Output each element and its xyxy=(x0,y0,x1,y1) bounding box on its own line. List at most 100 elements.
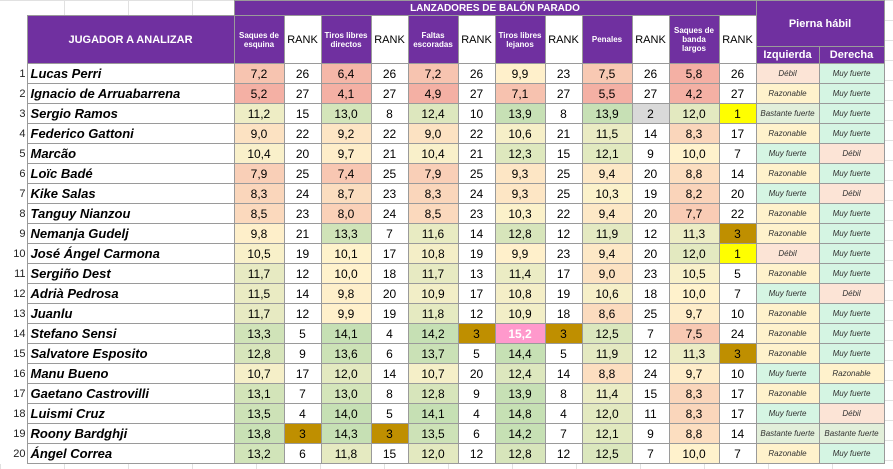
player-name[interactable]: Federico Gattoni xyxy=(26,123,235,144)
stat-rank[interactable]: 26 xyxy=(370,63,409,84)
stat-value[interactable]: 10,7 xyxy=(407,363,459,384)
right-foot-rating[interactable]: Débil xyxy=(818,403,885,424)
stat-rank[interactable]: 14 xyxy=(457,223,496,244)
stat-value[interactable]: 6,4 xyxy=(320,63,372,84)
stat-rank[interactable]: 26 xyxy=(457,63,496,84)
left-foot-rating[interactable]: Muy fuerte xyxy=(755,363,820,384)
stat-value[interactable]: 11,5 xyxy=(581,123,633,144)
stat-rank[interactable]: 22 xyxy=(718,203,757,224)
stat-value[interactable]: 11,5 xyxy=(233,283,285,304)
stat-rank[interactable]: 7 xyxy=(370,223,409,244)
stat-rank[interactable]: 25 xyxy=(283,163,322,184)
stat-value[interactable]: 12,8 xyxy=(407,383,459,404)
player-name[interactable]: Salvatore Esposito xyxy=(26,343,235,364)
stat-rank[interactable]: 19 xyxy=(370,303,409,324)
stat-rank[interactable]: 12 xyxy=(631,343,670,364)
stat-value[interactable]: 7,5 xyxy=(581,63,633,84)
stat-rank[interactable]: 24 xyxy=(457,183,496,204)
stat-rank[interactable]: 24 xyxy=(283,183,322,204)
stat-rank[interactable]: 5 xyxy=(718,263,757,284)
stat-rank[interactable]: 23 xyxy=(457,203,496,224)
stat-rank[interactable]: 14 xyxy=(283,283,322,304)
stat-rank[interactable]: 1 xyxy=(718,103,757,124)
left-foot-rating[interactable]: Muy fuerte xyxy=(755,143,820,164)
stat-value[interactable]: 13,0 xyxy=(320,103,372,124)
stat-rank[interactable]: 2 xyxy=(631,103,670,124)
stat-rank[interactable]: 26 xyxy=(718,63,757,84)
stat-value[interactable]: 4,9 xyxy=(407,83,459,104)
stat-value[interactable]: 12,8 xyxy=(233,343,285,364)
stat-rank[interactable]: 19 xyxy=(283,243,322,264)
stat-rank[interactable]: 17 xyxy=(370,243,409,264)
right-foot-rating[interactable]: Muy fuerte xyxy=(818,343,885,364)
stat-rank[interactable]: 20 xyxy=(370,283,409,304)
stat-value[interactable]: 8,3 xyxy=(407,183,459,204)
right-foot-rating[interactable]: Débil xyxy=(818,183,885,204)
stat-value[interactable]: 9,3 xyxy=(494,183,546,204)
stat-value[interactable]: 11,9 xyxy=(581,223,633,244)
stat-value[interactable]: 8,6 xyxy=(581,303,633,324)
left-foot-rating[interactable]: Muy fuerte xyxy=(755,183,820,204)
stat-value[interactable]: 11,9 xyxy=(581,343,633,364)
stat-value[interactable]: 11,2 xyxy=(233,103,285,124)
stat-value[interactable]: 14,2 xyxy=(494,423,546,444)
stat-value[interactable]: 12,8 xyxy=(494,223,546,244)
stat-value[interactable]: 8,0 xyxy=(320,203,372,224)
stat-value[interactable]: 9,7 xyxy=(320,143,372,164)
stat-value[interactable]: 13,1 xyxy=(233,383,285,404)
stat-rank[interactable]: 7 xyxy=(544,423,583,444)
stat-value[interactable]: 11,8 xyxy=(320,443,372,464)
stat-rank[interactable]: 23 xyxy=(370,183,409,204)
stat-value[interactable]: 13,7 xyxy=(407,343,459,364)
right-foot-rating[interactable]: Muy fuerte xyxy=(818,223,885,244)
stat-value[interactable]: 9,7 xyxy=(668,303,720,324)
stat-value[interactable]: 7,4 xyxy=(320,163,372,184)
stat-rank[interactable]: 8 xyxy=(370,383,409,404)
stat-rank[interactable]: 17 xyxy=(457,283,496,304)
stat-rank[interactable]: 3 xyxy=(283,423,322,444)
stat-rank[interactable]: 6 xyxy=(283,443,322,464)
stat-rank[interactable]: 11 xyxy=(631,403,670,424)
stat-value[interactable]: 5,2 xyxy=(233,83,285,104)
stat-rank[interactable]: 25 xyxy=(631,303,670,324)
stat-rank[interactable]: 18 xyxy=(370,263,409,284)
stat-value[interactable]: 12,5 xyxy=(581,323,633,344)
right-foot-rating[interactable]: Muy fuerte xyxy=(818,243,885,264)
stat-rank[interactable]: 3 xyxy=(544,323,583,344)
stat-value[interactable]: 10,0 xyxy=(320,263,372,284)
stat-value[interactable]: 7,2 xyxy=(407,63,459,84)
left-foot-rating[interactable]: Débil xyxy=(755,63,820,84)
stat-value[interactable]: 10,8 xyxy=(494,283,546,304)
right-foot-rating[interactable]: Muy fuerte xyxy=(818,443,885,464)
stat-value[interactable]: 9,0 xyxy=(581,263,633,284)
right-foot-rating[interactable]: Muy fuerte xyxy=(818,103,885,124)
stat-value[interactable]: 14,3 xyxy=(320,423,372,444)
stat-value[interactable]: 9,4 xyxy=(581,203,633,224)
player-name[interactable]: Roony Bardghji xyxy=(26,423,235,444)
right-foot-rating[interactable]: Débil xyxy=(818,143,885,164)
stat-value[interactable]: 9,0 xyxy=(233,123,285,144)
left-foot-rating[interactable]: Bastante fuerte xyxy=(755,103,820,124)
stat-value[interactable]: 4,2 xyxy=(668,83,720,104)
stat-value[interactable]: 14,4 xyxy=(494,343,546,364)
stat-rank[interactable]: 1 xyxy=(718,243,757,264)
stat-value[interactable]: 14,2 xyxy=(407,323,459,344)
stat-value[interactable]: 7,5 xyxy=(668,323,720,344)
stat-rank[interactable]: 26 xyxy=(631,63,670,84)
stat-value[interactable]: 13,8 xyxy=(233,423,285,444)
stat-rank[interactable]: 5 xyxy=(370,403,409,424)
stat-rank[interactable]: 4 xyxy=(283,403,322,424)
stat-value[interactable]: 8,3 xyxy=(668,123,720,144)
stat-value[interactable]: 9,8 xyxy=(320,283,372,304)
stat-value[interactable]: 8,3 xyxy=(668,403,720,424)
stat-rank[interactable]: 9 xyxy=(283,343,322,364)
stat-value[interactable]: 12,0 xyxy=(407,443,459,464)
stat-rank[interactable]: 21 xyxy=(370,143,409,164)
stat-value[interactable]: 9,9 xyxy=(320,303,372,324)
stat-value[interactable]: 9,3 xyxy=(494,163,546,184)
stat-rank[interactable]: 5 xyxy=(283,323,322,344)
stat-rank[interactable]: 27 xyxy=(283,83,322,104)
stat-value[interactable]: 12,0 xyxy=(668,103,720,124)
stat-value[interactable]: 10,4 xyxy=(233,143,285,164)
stat-value[interactable]: 11,3 xyxy=(668,343,720,364)
